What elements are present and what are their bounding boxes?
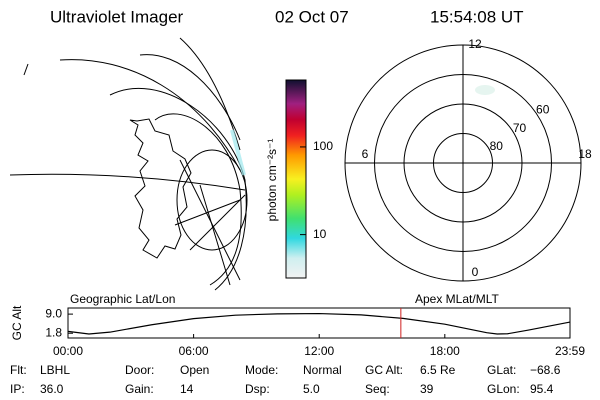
aurora-glow <box>475 85 495 95</box>
colorbar-tick-label: 10 <box>313 227 327 241</box>
field-label: GLat: <box>487 363 516 377</box>
field-label: GC Alt: <box>365 363 403 377</box>
field-value: 36.0 <box>40 382 64 396</box>
colorbar-label: photon cm⁻²s⁻¹ <box>265 139 279 222</box>
field-label: IP: <box>10 382 25 396</box>
right-label: Apex MLat/MLT <box>415 292 499 306</box>
altitude-plot: 9.0 1.8 00:00 06:00 12:00 18:00 23:59 <box>45 306 585 358</box>
mlt-label: 6 <box>362 147 369 161</box>
field-value: Open <box>180 363 209 377</box>
polar-plot: 0 6 12 18 80 70 60 <box>344 37 592 282</box>
left-label: Geographic Lat/Lon <box>70 292 175 306</box>
field-value: Normal <box>303 363 342 377</box>
date: 02 Oct 07 <box>275 7 349 26</box>
x-tick-label: 12:00 <box>304 344 334 358</box>
mlat-label: 70 <box>513 121 527 135</box>
x-tick-label: 18:00 <box>430 344 460 358</box>
footer: Flt: LBHL Door: Open Mode: Normal GC Alt: 6.5 R… <box>10 363 561 396</box>
mlat-label: 80 <box>490 139 504 153</box>
field-value: 5.0 <box>303 382 320 396</box>
field-label: GLon: <box>487 382 520 396</box>
field-value: 95.4 <box>530 382 554 396</box>
field-value: 6.5 Re <box>420 363 456 377</box>
field-value: −68.6 <box>530 363 561 377</box>
mlat-circle <box>374 74 552 252</box>
field-label: Dsp: <box>245 382 270 396</box>
geo-map <box>9 37 248 291</box>
colorbar <box>285 79 307 279</box>
colorbar-tick-label: 100 <box>313 139 333 153</box>
field-label: Door: <box>125 363 154 377</box>
mlat-label: 60 <box>536 103 550 117</box>
field-label: Gain: <box>125 382 154 396</box>
mlat-circle <box>433 133 493 193</box>
altitude-line <box>67 312 571 335</box>
alt-ylabel: GC Alt <box>10 305 24 340</box>
field-label: Mode: <box>245 363 278 377</box>
mlt-label: 12 <box>468 37 482 51</box>
field-label: Flt: <box>10 363 27 377</box>
field-value: 14 <box>180 382 194 396</box>
y-tick-label: 9.0 <box>45 306 62 320</box>
x-tick-label: 00:00 <box>53 344 83 358</box>
mlat-circle <box>403 103 523 223</box>
time: 15:54:08 UT <box>430 7 524 26</box>
field-value: LBHL <box>40 363 70 377</box>
mlt-label: 0 <box>472 265 479 279</box>
x-tick-label: 23:59 <box>555 344 585 358</box>
field-value: 39 <box>420 382 434 396</box>
title: Ultraviolet Imager <box>50 7 184 26</box>
y-tick-label: 1.8 <box>45 325 62 339</box>
mlt-label: 18 <box>578 147 592 161</box>
field-label: Seq: <box>365 382 390 396</box>
x-tick-label: 06:00 <box>179 344 209 358</box>
